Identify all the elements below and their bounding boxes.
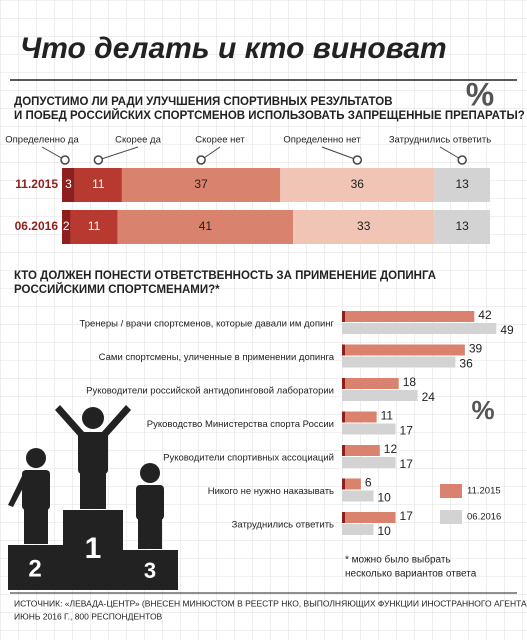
bar [342, 423, 396, 435]
value-label: 18 [403, 375, 417, 389]
leader [98, 146, 139, 161]
value-label: 49 [500, 323, 514, 337]
unit: % [466, 76, 494, 112]
bar [342, 390, 418, 401]
value-label: 2 [63, 219, 70, 233]
bar-edge [342, 512, 345, 523]
bar-segment [62, 210, 71, 244]
value-label: 13 [456, 177, 470, 191]
question: РОССИЙСКИМИ СПОРТСМЕНАМИ?* [14, 283, 220, 296]
value-label: 11 [381, 409, 394, 423]
bar [342, 411, 377, 423]
category-label: Никого не нужно наказывать [208, 486, 334, 497]
value-label: 37 [194, 177, 208, 191]
marker [196, 155, 206, 165]
value-label: 17 [400, 424, 414, 438]
source: ИСТОЧНИК: «ЛЕВАДА-ЦЕНТР» (ВНЕСЕН МИНЮСТО… [14, 598, 527, 608]
category-label: Тренеры / врачи спортсменов, которые дав… [79, 319, 334, 330]
bar-segment [121, 168, 281, 202]
bar [342, 344, 465, 356]
category-label: Руководители российской антидопинговой л… [86, 386, 334, 397]
bar [342, 478, 361, 490]
bar-segment [117, 210, 294, 244]
legend-label: Определенно нет [283, 135, 361, 146]
bar [342, 356, 456, 368]
category-label: Руководители спортивных ассоциаций [163, 453, 334, 464]
category-label: Сами спортсмены, уличенные в применении … [99, 352, 335, 363]
bar-edge [342, 311, 345, 322]
value-label: 3 [65, 177, 72, 191]
value-label: 17 [400, 509, 414, 523]
value-label: 24 [422, 390, 436, 404]
value-label: 36 [351, 177, 365, 191]
legend-label: Затруднились ответить [389, 135, 491, 146]
podium-place: 2 [28, 555, 41, 582]
row-label: 11.2015 [15, 177, 58, 191]
legend-label: Скорее да [115, 135, 161, 146]
bar-segment [62, 168, 75, 202]
bar [342, 311, 475, 322]
question: И ПОБЕД РОССИЙСКИХ СПОРТСМЕНОВ ИСПОЛЬЗОВ… [14, 109, 525, 122]
value-label: 39 [469, 342, 483, 356]
bar-segment [280, 168, 435, 202]
bar-segment [434, 210, 490, 244]
legend-label: Скорее нет [195, 135, 245, 146]
leader [321, 146, 358, 161]
bar [342, 490, 374, 502]
bar [342, 378, 399, 389]
page-title: Что делать и кто виноват [20, 32, 447, 65]
legend-label: 11.2015 [467, 486, 501, 497]
bar [342, 323, 497, 334]
bar [342, 457, 396, 468]
marker [93, 155, 104, 165]
question: ДОПУСТИМО ЛИ РАДИ УЛУЧШЕНИЯ СПОРТИВНЫХ Р… [14, 96, 393, 108]
bar-segment [434, 168, 490, 202]
bar-edge [342, 445, 345, 456]
value-label: 17 [400, 457, 414, 471]
value-label: 41 [199, 219, 213, 233]
footnote: несколько вариантов ответа [345, 569, 477, 580]
bar-edge [342, 378, 345, 389]
value-label: 36 [459, 357, 473, 371]
bar [342, 512, 396, 523]
category-label: Руководство Министерства спорта России [147, 419, 334, 430]
legend-swatch [440, 510, 462, 524]
category-label: Затруднились ответить [232, 520, 334, 531]
bar-segment [74, 168, 122, 202]
podium-place: 1 [85, 532, 102, 565]
marker [60, 155, 70, 165]
podium [8, 405, 178, 590]
legend-label: Определенно да [5, 135, 79, 146]
question: КТО ДОЛЖЕН ПОНЕСТИ ОТВЕТСТВЕННОСТЬ ЗА ПР… [14, 270, 436, 282]
bar [342, 445, 380, 456]
bar [342, 524, 374, 535]
bar-segment [293, 210, 435, 244]
source: ИЮНЬ 2016 Г., 800 РЕСПОНДЕНТОВ [14, 611, 163, 621]
podium-place: 3 [144, 558, 156, 583]
footnote: * можно было выбрать [345, 554, 451, 566]
unit: % [471, 395, 494, 425]
bar-edge [342, 478, 345, 490]
value-label: 42 [478, 308, 492, 322]
value-label: 11 [92, 177, 105, 191]
value-label: 33 [357, 219, 371, 233]
marker [457, 155, 467, 165]
marker [352, 155, 363, 165]
legend-swatch [440, 484, 462, 498]
value-label: 10 [378, 524, 392, 538]
legend-label: 06.2016 [467, 512, 501, 523]
bar-edge [342, 411, 345, 423]
value-label: 11 [88, 219, 101, 233]
bar-segment [70, 210, 118, 244]
value-label: 12 [384, 442, 398, 456]
value-label: 10 [378, 491, 392, 505]
value-label: 13 [456, 219, 470, 233]
row-label: 06.2016 [15, 219, 59, 233]
value-label: 6 [365, 476, 372, 490]
bar-edge [342, 344, 345, 356]
